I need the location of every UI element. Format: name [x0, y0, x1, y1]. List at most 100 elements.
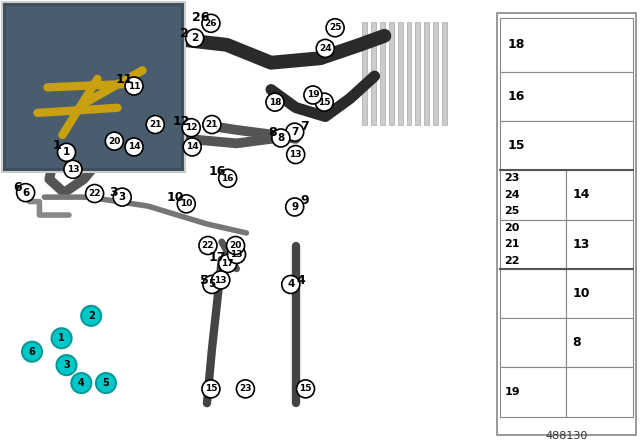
Text: 4: 4 [78, 378, 84, 388]
Bar [389, 22, 394, 125]
Circle shape [203, 116, 221, 134]
Text: 13: 13 [230, 250, 243, 259]
Circle shape [81, 306, 101, 326]
Bar [500, 121, 632, 170]
Circle shape [316, 39, 334, 57]
Circle shape [227, 237, 244, 254]
Text: 488130: 488130 [545, 431, 588, 441]
Text: 14: 14 [572, 188, 590, 202]
Text: 14: 14 [128, 142, 140, 151]
Circle shape [326, 19, 344, 37]
Text: 23: 23 [504, 173, 520, 183]
Circle shape [113, 188, 131, 206]
Bar [500, 170, 566, 220]
Bar [6, 6, 180, 168]
Circle shape [266, 93, 284, 111]
Bar [500, 220, 566, 269]
Circle shape [58, 143, 76, 161]
Circle shape [183, 138, 201, 156]
Circle shape [285, 198, 304, 216]
Text: 6: 6 [29, 347, 35, 357]
Text: 12: 12 [185, 123, 198, 132]
Text: 16: 16 [221, 174, 234, 183]
Circle shape [22, 342, 42, 362]
Bar [3, 2, 185, 172]
Bar [566, 170, 632, 220]
Text: 11: 11 [115, 73, 133, 86]
Text: 2: 2 [88, 311, 95, 321]
Circle shape [203, 276, 221, 293]
Circle shape [236, 380, 255, 398]
Text: 26: 26 [193, 10, 210, 24]
Text: 13: 13 [572, 237, 589, 251]
Circle shape [272, 129, 290, 147]
Text: 24: 24 [319, 44, 332, 53]
Bar [500, 269, 566, 318]
Text: 19: 19 [504, 387, 520, 397]
Bar [397, 22, 403, 125]
Circle shape [304, 86, 322, 104]
Text: 2: 2 [180, 27, 189, 40]
Text: 8: 8 [572, 336, 581, 349]
Text: 3: 3 [63, 360, 70, 370]
Text: 8: 8 [277, 133, 285, 143]
Circle shape [287, 146, 305, 164]
Text: 24: 24 [504, 190, 520, 200]
Bar [362, 22, 367, 125]
Bar [442, 22, 447, 125]
Text: 20: 20 [108, 137, 120, 146]
Text: 17: 17 [208, 251, 225, 264]
Text: 21: 21 [504, 239, 520, 249]
Text: 10: 10 [180, 199, 193, 208]
Text: 14: 14 [186, 142, 198, 151]
Circle shape [282, 276, 300, 293]
Circle shape [52, 328, 72, 348]
Circle shape [106, 132, 124, 150]
Bar [371, 22, 376, 125]
Circle shape [96, 373, 116, 393]
Text: 13: 13 [214, 276, 227, 284]
Text: 13: 13 [67, 165, 79, 174]
Text: 15: 15 [300, 384, 312, 393]
Text: 1: 1 [63, 147, 70, 157]
Text: 26: 26 [205, 19, 217, 28]
Circle shape [285, 123, 304, 141]
Circle shape [202, 14, 220, 32]
Text: 15: 15 [205, 384, 217, 393]
Bar [566, 367, 632, 417]
Text: 4: 4 [296, 273, 305, 287]
Text: 22: 22 [504, 256, 520, 266]
Bar [500, 72, 632, 121]
Text: 25: 25 [329, 23, 341, 32]
Text: 7: 7 [291, 127, 298, 137]
Text: 19: 19 [307, 90, 319, 99]
Text: 21: 21 [149, 120, 161, 129]
Circle shape [296, 380, 314, 398]
Bar [406, 22, 412, 125]
Text: 3: 3 [109, 186, 118, 199]
Text: 22: 22 [202, 241, 214, 250]
Text: 23: 23 [239, 384, 252, 393]
Text: 7: 7 [300, 120, 309, 133]
Circle shape [86, 185, 104, 202]
Circle shape [146, 116, 164, 134]
Text: 1: 1 [52, 139, 61, 152]
Circle shape [202, 380, 220, 398]
Circle shape [212, 271, 230, 289]
Text: 20: 20 [229, 241, 242, 250]
Circle shape [199, 237, 217, 254]
Text: 15: 15 [508, 139, 525, 152]
Bar [566, 318, 632, 367]
Text: 10: 10 [572, 287, 590, 300]
Text: 10: 10 [166, 190, 184, 204]
Text: 20: 20 [504, 223, 520, 233]
Circle shape [71, 373, 92, 393]
Text: 3: 3 [118, 192, 126, 202]
Circle shape [219, 169, 237, 187]
Text: 16: 16 [508, 90, 525, 103]
Text: 21: 21 [205, 120, 218, 129]
Bar [433, 22, 438, 125]
Circle shape [186, 29, 204, 47]
Bar [424, 22, 429, 125]
Text: 5: 5 [102, 378, 109, 388]
